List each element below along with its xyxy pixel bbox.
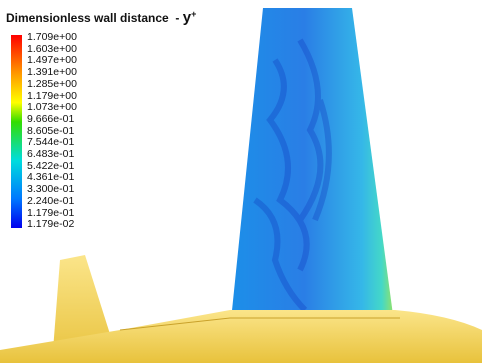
colorbar-label: 1.073e+00 — [27, 102, 77, 113]
colorbar-label: 9.666e-01 — [27, 114, 74, 125]
colorbar-label: 1.179e-02 — [27, 219, 74, 230]
colorbar — [11, 35, 22, 228]
screenshot: Dimensionless wall distance - y+ 1.709e+… — [0, 0, 482, 363]
colorbar-label: 1.603e+00 — [27, 44, 77, 55]
colorbar-label: 1.497e+00 — [27, 55, 77, 66]
colorbar-label: 3.300e-01 — [27, 184, 74, 195]
title-symbol: y — [183, 9, 191, 26]
title: Dimensionless wall distance - y+ — [6, 9, 196, 26]
colorbar-label: 1.179e-01 — [27, 208, 74, 219]
colorbar-label: 1.709e+00 — [27, 32, 77, 43]
colorbar-label: 7.544e-01 — [27, 137, 74, 148]
colorbar-label: 6.483e-01 — [27, 149, 74, 160]
colorbar-label: 1.285e+00 — [27, 79, 77, 90]
colorbar-label: 8.605e-01 — [27, 126, 74, 137]
colorbar-label: 1.391e+00 — [27, 67, 77, 78]
wing — [230, 8, 395, 330]
title-text: Dimensionless wall distance - — [6, 11, 183, 25]
colorbar-label: 5.422e-01 — [27, 161, 74, 172]
colorbar-label: 4.361e-01 — [27, 172, 74, 183]
colorbar-label: 1.179e+00 — [27, 91, 77, 102]
title-superscript: + — [191, 9, 196, 19]
colorbar-label: 2.240e-01 — [27, 196, 74, 207]
